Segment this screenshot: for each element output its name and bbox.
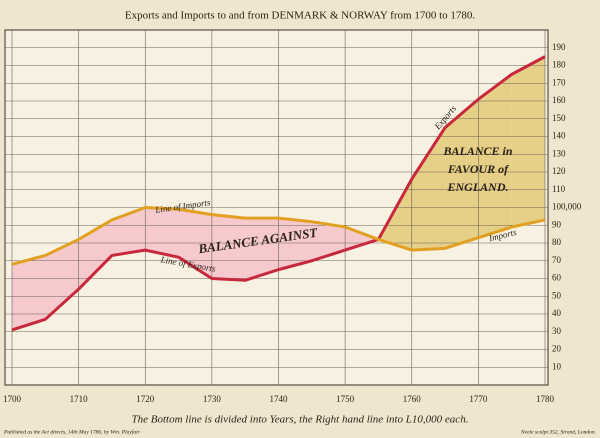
y-tick-label: 180 xyxy=(552,60,566,70)
y-tick-label: 90 xyxy=(552,219,562,229)
balance-area xyxy=(12,255,46,330)
y-tick-label: 170 xyxy=(552,77,566,87)
balance-area xyxy=(278,218,312,270)
balance-area xyxy=(211,214,246,281)
x-tick-label: 1750 xyxy=(336,394,355,404)
annotation: BALANCE in FAVOUR of ENGLAND. xyxy=(442,144,512,194)
balance-area xyxy=(478,74,512,238)
balance-area xyxy=(78,219,112,290)
y-tick-label: 50 xyxy=(552,290,562,300)
x-tick-label: 1730 xyxy=(203,394,222,404)
balance-area xyxy=(511,56,545,228)
y-tick-label: 120 xyxy=(552,166,566,176)
series-line xyxy=(11,206,546,266)
balance-area xyxy=(245,218,279,281)
y-tick-label: 130 xyxy=(552,148,566,158)
x-tick-label: 1770 xyxy=(469,394,488,404)
y-tick-label: 80 xyxy=(552,237,562,247)
y-tick-label: 160 xyxy=(552,95,566,105)
engraver: Neele sculpt 352, Strand, London. xyxy=(520,429,596,435)
publisher: Published as the Act directs, 14th May 1… xyxy=(3,428,141,435)
y-tick-label: 20 xyxy=(552,344,562,354)
y-tick-label: 110 xyxy=(552,184,566,194)
x-tick-label: 1780 xyxy=(536,394,555,404)
chart-title: Exports and Imports to and from DENMARK … xyxy=(125,10,475,22)
y-tick-label: 150 xyxy=(552,113,566,123)
x-tick-label: 1760 xyxy=(403,394,422,404)
balance-area xyxy=(111,207,146,256)
balance-area xyxy=(145,207,179,258)
y-tick-label: 140 xyxy=(552,131,566,141)
series-line xyxy=(11,55,546,332)
balance-area xyxy=(411,127,446,251)
y-tick-label: 190 xyxy=(552,42,566,52)
x-tick-label: 1740 xyxy=(270,394,289,404)
y-tick-label: 10 xyxy=(552,361,562,371)
y-tick-label: 30 xyxy=(552,326,562,336)
y-tick-label: 100,000 xyxy=(552,202,582,212)
x-tick-label: 1720 xyxy=(136,394,155,404)
balance-area xyxy=(345,227,379,251)
y-tick-label: 70 xyxy=(552,255,562,265)
x-tick-label: 1710 xyxy=(70,394,89,404)
y-tick-label: 40 xyxy=(552,308,562,318)
caption: The Bottom line is divided into Years, t… xyxy=(132,414,469,426)
balance-area xyxy=(45,239,79,320)
x-tick-label: 1700 xyxy=(3,394,22,404)
balance-area xyxy=(311,221,346,261)
y-tick-label: 60 xyxy=(552,273,562,283)
